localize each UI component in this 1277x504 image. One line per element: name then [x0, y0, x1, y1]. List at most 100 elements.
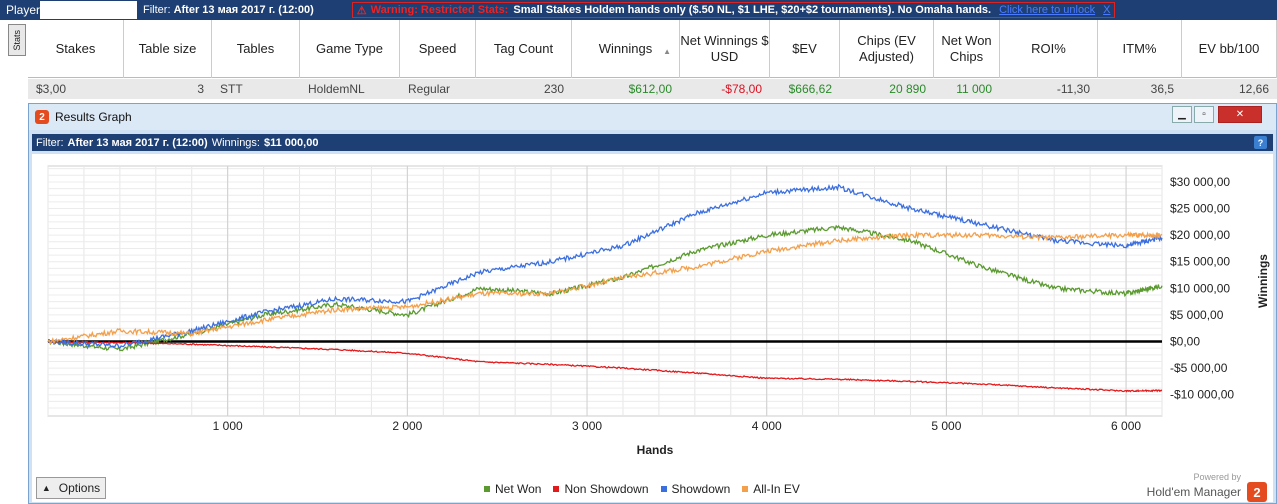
table-cell: 36,5	[1150, 82, 1174, 96]
hm2-logo-icon: 2	[35, 110, 49, 124]
x-tick-label: 2 000	[392, 419, 422, 433]
table-cell: 11 000	[956, 82, 992, 96]
sort-asc-icon: ▲	[663, 47, 671, 56]
legend-label: Showdown	[671, 482, 731, 496]
warning-icon: ⚠	[356, 4, 367, 17]
legend-swatch	[484, 486, 490, 492]
legend-item[interactable]: All-In EV	[742, 482, 800, 496]
stats-table-header: Stakes Table size Tables Game Type Speed Tag …	[28, 20, 1277, 78]
x-tick-label: 4 000	[752, 419, 782, 433]
legend-item[interactable]: Non Showdown	[553, 482, 649, 496]
column-header[interactable]: Chips (EV Adjusted)	[840, 20, 934, 78]
y-tick-label: $5 000,00	[1170, 308, 1224, 322]
table-cell: -$78,00	[721, 82, 762, 96]
column-header[interactable]: Winnings ▲	[572, 20, 680, 78]
legend-item[interactable]: Net Won	[484, 482, 541, 496]
legend-label: Non Showdown	[564, 482, 649, 496]
legend-item[interactable]: Showdown	[660, 482, 731, 496]
x-tick-label: 6 000	[1111, 419, 1141, 433]
column-header[interactable]: Table size	[124, 20, 212, 78]
y-tick-label: $20 000,00	[1170, 228, 1230, 242]
x-tick-label: 1 000	[213, 419, 243, 433]
window-titlebar[interactable]: 2 Results Graph ▁ ▫ ✕	[29, 104, 1276, 130]
graph-filter-value: After 13 мая 2017 г. (12:00)	[67, 136, 208, 149]
unlock-link[interactable]: Click here to unlock	[999, 4, 1096, 16]
x-tick-label: 3 000	[572, 419, 602, 433]
chart-legend: Net Won Non Showdown Showdown All-In EV	[484, 482, 812, 496]
x-tick-label: 5 000	[931, 419, 961, 433]
y-axis-label: Winnings	[1256, 254, 1270, 308]
series-line-non-showdown	[47, 340, 1163, 393]
filter-prefix: Filter:	[143, 4, 171, 16]
table-cell: Regular	[408, 82, 451, 96]
warning-message: Small Stakes Holdem hands only ($.50 NL,…	[513, 4, 992, 16]
graph-filter-bar: Filter: After 13 мая 2017 г. (12:00) Win…	[32, 134, 1273, 151]
top-filter-bar: Player Filter: After 13 мая 2017 г. (12:…	[0, 0, 1277, 20]
table-cell: -11,30	[1056, 82, 1090, 96]
minimize-button[interactable]: ▁	[1172, 106, 1192, 123]
winnings-label: Winnings:	[211, 136, 260, 149]
table-cell: 12,66	[1238, 82, 1269, 96]
results-chart: $30 000,00 $25 000,00 $20 000,00 $15 000,00…	[47, 165, 1270, 457]
winnings-value: $11 000,00	[263, 136, 319, 149]
table-cell: 3	[197, 82, 204, 96]
maximize-button[interactable]: ▫	[1194, 106, 1214, 123]
warning-title: Warning: Restricted Stats:	[370, 4, 509, 16]
column-header[interactable]: Tag Count	[476, 20, 572, 78]
plot-area	[47, 165, 1163, 417]
table-cell: $666,62	[788, 82, 832, 96]
help-icon[interactable]: ?	[1254, 136, 1267, 149]
results-graph-window: 2 Results Graph ▁ ▫ ✕ Filter: After 13 м…	[28, 103, 1277, 504]
column-header[interactable]: ROI%	[1000, 20, 1098, 78]
column-header[interactable]: Net Winnings $ USD	[680, 20, 770, 78]
chart-panel: $30 000,00 $25 000,00 $20 000,00 $15 000,00…	[32, 154, 1273, 502]
restriction-warning: ⚠ Warning: Restricted Stats: Small Stake…	[351, 2, 1116, 18]
filter-text: Filter: After 13 мая 2017 г. (12:00)	[143, 4, 314, 16]
column-header[interactable]: Speed	[400, 20, 476, 78]
x-axis-label: Hands	[637, 443, 674, 457]
options-button[interactable]: ▲ Options	[36, 477, 106, 499]
window-title: Results Graph	[55, 110, 132, 124]
close-warning-link[interactable]: X	[1103, 4, 1111, 16]
column-header[interactable]: Game Type	[300, 20, 400, 78]
brand-mark: Powered by Hold'em Manager 2	[1147, 472, 1267, 502]
y-tick-label: $15 000,00	[1170, 255, 1230, 269]
y-tick-label: $10 000,00	[1170, 281, 1230, 295]
column-header[interactable]: EV bb/100	[1182, 20, 1277, 78]
powered-by-label: Powered by	[1193, 472, 1241, 482]
brand-name: Hold'em Manager	[1146, 485, 1241, 499]
y-tick-label: $25 000,00	[1170, 202, 1230, 216]
series-line-all-in-ev	[47, 230, 1163, 345]
player-input[interactable]	[40, 1, 137, 19]
y-tick-label: $30 000,00	[1170, 175, 1230, 189]
y-tick-label: -$10 000,00	[1170, 388, 1234, 402]
stats-tab-label: Stats	[12, 29, 22, 51]
table-cell: 230	[543, 82, 564, 96]
player-label: Player	[6, 3, 41, 17]
legend-swatch	[660, 486, 667, 492]
series-line-showdown	[47, 183, 1163, 349]
legend-swatch	[742, 486, 749, 492]
options-label: Options	[58, 481, 101, 495]
legend-label: Net Won	[495, 482, 542, 496]
table-cell: 20 890	[889, 82, 926, 96]
filter-value: After 13 мая 2017 г. (12:00)	[173, 4, 314, 16]
table-row[interactable]: $3,00 3 STT HoldemNL Regular 230 $612,00 -$78,0…	[28, 79, 1277, 99]
column-header[interactable]: $EV	[770, 20, 840, 78]
table-cell: HoldemNL	[308, 82, 365, 96]
legend-label: All-In EV	[753, 482, 800, 496]
table-cell: STT	[220, 82, 243, 96]
close-button[interactable]: ✕	[1218, 106, 1262, 123]
y-tick-label: -$5 000,00	[1170, 361, 1228, 375]
column-header[interactable]: Stakes	[28, 20, 124, 78]
column-header[interactable]: Tables	[212, 20, 300, 78]
stats-side-tab[interactable]: Stats	[8, 24, 26, 56]
column-header[interactable]: Net Won Chips	[934, 20, 1000, 78]
y-tick-label: $0,00	[1170, 335, 1200, 349]
hm2-brand-icon: 2	[1247, 482, 1267, 502]
table-cell: $3,00	[36, 82, 67, 96]
column-header[interactable]: ITM%	[1098, 20, 1182, 78]
table-cell: $612,00	[628, 82, 672, 96]
legend-swatch	[553, 486, 560, 492]
graph-filter-label: Filter:	[36, 136, 64, 149]
